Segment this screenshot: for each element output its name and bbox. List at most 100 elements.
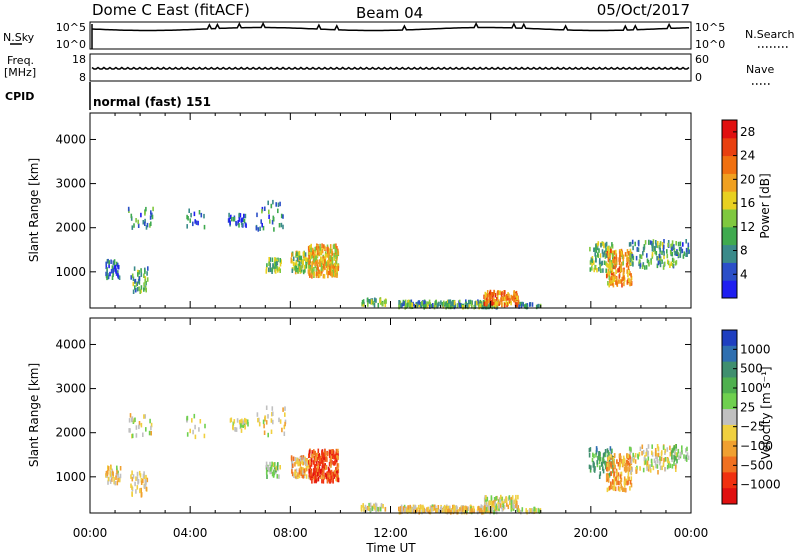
power-cell <box>648 262 650 267</box>
velocity-cell <box>484 501 486 507</box>
power-cell <box>656 263 659 269</box>
power-cell <box>327 265 329 270</box>
power-cell <box>686 252 688 257</box>
velocity-cell <box>487 502 489 507</box>
velocity-cell <box>138 470 141 476</box>
power-cell <box>443 300 445 306</box>
velocity-cell <box>131 476 134 482</box>
velocity-cell <box>508 495 511 500</box>
power-cell <box>496 300 498 306</box>
power-cell <box>492 300 495 305</box>
velocity-cell <box>131 470 133 475</box>
velocity-cell <box>265 420 268 425</box>
beam-label: Beam 04 <box>356 4 423 22</box>
velocity-cell <box>115 472 118 478</box>
power-cell <box>118 275 121 280</box>
velocity-cell <box>635 469 637 474</box>
power-cell <box>590 257 593 262</box>
power-cell <box>404 301 407 307</box>
velocity-cell <box>533 509 536 514</box>
nsky-label: N.Sky <box>3 31 35 44</box>
power-cell <box>468 302 470 308</box>
velocity-cell <box>399 506 402 511</box>
y-tick-label: 4000 <box>55 132 86 146</box>
velocity-cell <box>119 473 122 479</box>
power-cell <box>320 256 322 262</box>
power-cell <box>243 218 246 224</box>
power-cell <box>417 301 419 306</box>
power-cell <box>529 302 531 307</box>
power-cell <box>669 263 671 268</box>
power-cell <box>606 250 609 256</box>
power-cell <box>329 244 332 249</box>
power-cell <box>501 296 504 301</box>
velocity-cell <box>274 462 276 467</box>
velocity-cell <box>295 468 298 474</box>
velocity-cell <box>656 456 658 461</box>
power-cell <box>605 261 607 266</box>
velocity-cell <box>517 507 519 512</box>
velocity-cell <box>642 449 645 455</box>
velocity-cell <box>667 463 670 468</box>
velocity-cell <box>377 506 379 512</box>
power-cell <box>150 221 152 226</box>
power-cell <box>679 253 682 258</box>
power-cell <box>626 257 628 263</box>
power-cell <box>144 211 146 216</box>
velocity-cell <box>629 469 632 475</box>
power-cell <box>303 264 306 270</box>
velocity-cell <box>273 472 275 477</box>
velocity-cell <box>144 482 147 487</box>
power-cell <box>631 239 634 245</box>
velocity-cell <box>247 422 249 427</box>
velocity-cell <box>650 458 653 464</box>
velocity-cell <box>435 505 437 511</box>
power-cell <box>538 303 540 309</box>
power-cell <box>107 272 109 278</box>
velocity-cell <box>499 503 502 508</box>
power-cell <box>625 263 628 268</box>
velocity-cell <box>117 477 119 483</box>
power-cell <box>661 250 663 256</box>
power-cell <box>466 303 469 308</box>
power-cell <box>596 243 598 248</box>
velocity-cell <box>617 462 620 467</box>
power-cell <box>325 261 328 266</box>
power-cell <box>611 275 613 280</box>
power-cell <box>410 299 413 304</box>
power-cell <box>589 246 591 252</box>
velocity-cell <box>590 465 592 470</box>
power-cell <box>623 275 625 280</box>
power-cell <box>146 222 149 228</box>
velocity-cell <box>304 467 307 473</box>
velocity-cell <box>613 481 615 486</box>
power-cell <box>335 249 338 254</box>
velocity-cell <box>258 421 261 427</box>
nsky-trace <box>91 21 689 32</box>
velocity-cell <box>400 504 403 510</box>
velocity-cell <box>606 487 609 493</box>
velocity-cell <box>314 450 316 456</box>
velocity-cell <box>416 507 419 512</box>
power-cell <box>186 214 188 220</box>
power-cell <box>617 279 620 284</box>
velocity-cell <box>419 509 421 514</box>
velocity-cell <box>308 468 310 474</box>
velocity-cell <box>232 424 234 430</box>
power-cell <box>610 248 612 254</box>
velocity-cell <box>512 503 514 508</box>
power-cell <box>336 246 338 251</box>
velocity-cell <box>463 509 466 515</box>
velocity-cell <box>607 467 609 472</box>
power-cell <box>140 268 142 273</box>
velocity-cell <box>299 459 301 465</box>
velocity-cell <box>641 444 644 449</box>
velocity-cell <box>493 504 496 509</box>
power-cell <box>308 248 310 254</box>
velocity-cell <box>117 473 119 478</box>
velocity-cell <box>608 455 610 460</box>
velocity-cell <box>612 486 615 491</box>
power-cell <box>330 263 333 269</box>
power-cell <box>255 226 258 231</box>
power-cell <box>423 300 426 305</box>
